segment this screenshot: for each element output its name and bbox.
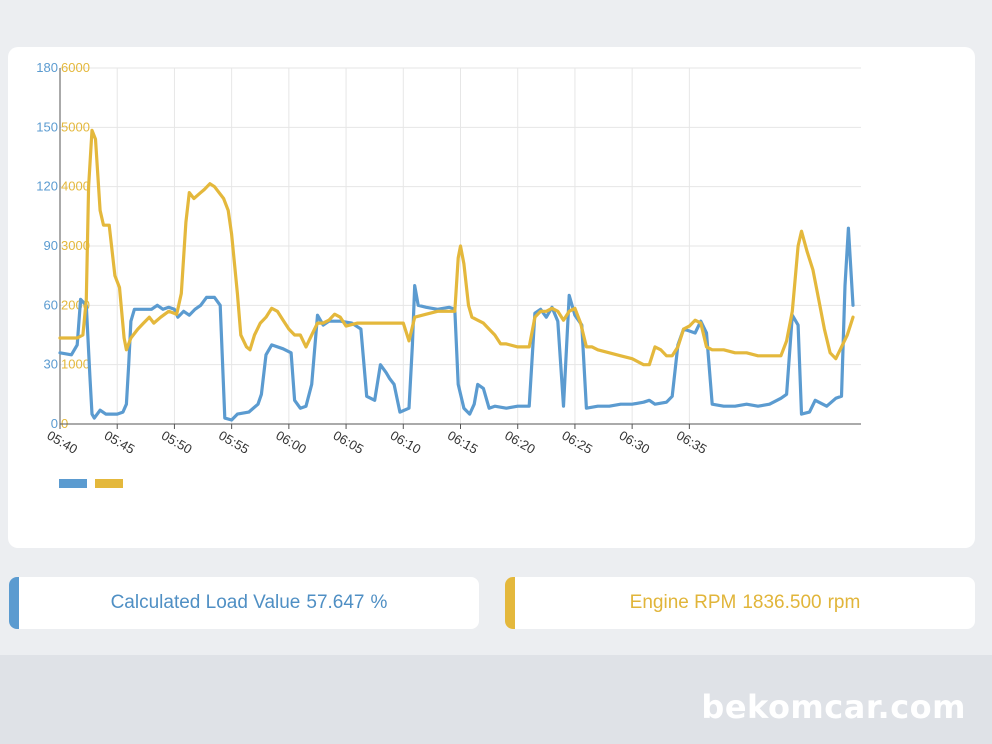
y-left-tick-label: 150: [36, 119, 58, 134]
series-line-load: [58, 226, 855, 422]
x-tick-label: 06:15: [445, 428, 481, 457]
y-left-tick-label: 120: [36, 179, 58, 194]
load-value-card[interactable]: Calculated Load Value 57.647 %: [9, 577, 479, 629]
y-left-tick-label: 90: [44, 238, 58, 253]
watermark: bekomcar.com: [701, 688, 966, 726]
x-tick-label: 06:35: [674, 428, 710, 457]
rpm-unit: rpm: [827, 592, 861, 613]
x-tick-label: 05:50: [159, 428, 195, 457]
load-unit: %: [370, 592, 388, 613]
y-left-tick-label: 180: [36, 60, 58, 75]
load-value: 57.647: [306, 592, 365, 613]
y-right-tick-label: 4000: [61, 179, 90, 194]
load-label: Calculated Load Value: [110, 592, 301, 613]
x-tick-label: 05:40: [45, 428, 81, 457]
y-right-tick-label: 6000: [61, 60, 90, 75]
y-left-tick-label: 0: [51, 416, 58, 431]
rpm-card-accent: [505, 577, 515, 629]
y-right-tick-label: 3000: [61, 238, 90, 253]
chart-card: 0306090120150180010002000300040005000600…: [8, 47, 975, 548]
x-tick-label: 06:30: [617, 428, 653, 457]
legend-swatch-rpm[interactable]: [95, 479, 123, 488]
load-card-accent: [9, 577, 19, 629]
x-tick-label: 06:25: [559, 428, 595, 457]
x-tick-label: 06:05: [331, 428, 367, 457]
legend: [59, 479, 123, 488]
y-left-tick-label: 30: [44, 357, 58, 372]
x-tick-label: 06:10: [388, 428, 424, 457]
rpm-value-card[interactable]: Engine RPM 1836.500 rpm: [505, 577, 975, 629]
legend-swatch-load[interactable]: [59, 479, 87, 488]
y-right-tick-label: 1000: [61, 357, 90, 372]
y-right-tick-label: 5000: [61, 119, 90, 134]
bottom-band: [0, 655, 992, 744]
series-line-rpm: [58, 128, 855, 367]
chart-svg: 0306090120150180010002000300040005000600…: [36, 60, 861, 457]
x-tick-label: 06:00: [273, 428, 309, 457]
x-tick-label: 05:45: [102, 428, 138, 457]
y-left-tick-label: 60: [44, 297, 58, 312]
x-tick-label: 05:55: [216, 428, 252, 457]
rpm-value: 1836.500: [742, 592, 822, 613]
x-tick-label: 06:20: [502, 428, 538, 457]
rpm-label: Engine RPM: [629, 592, 737, 613]
